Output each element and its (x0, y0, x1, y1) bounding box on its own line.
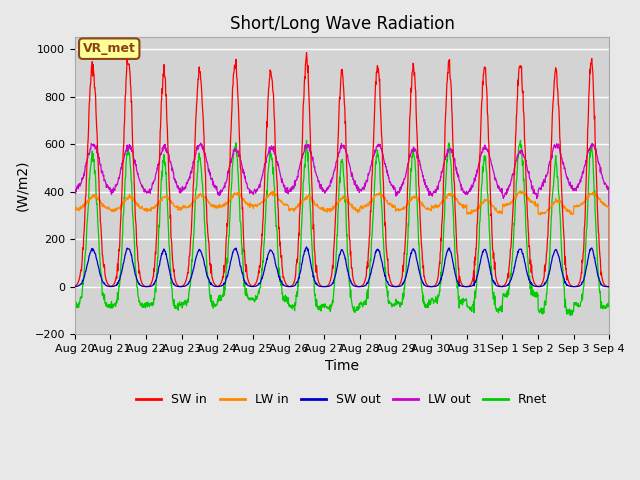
Text: VR_met: VR_met (83, 42, 136, 55)
Title: Short/Long Wave Radiation: Short/Long Wave Radiation (230, 15, 454, 33)
Legend: SW in, LW in, SW out, LW out, Rnet: SW in, LW in, SW out, LW out, Rnet (131, 388, 552, 411)
X-axis label: Time: Time (325, 360, 359, 373)
Y-axis label: (W/m2): (W/m2) (15, 160, 29, 212)
